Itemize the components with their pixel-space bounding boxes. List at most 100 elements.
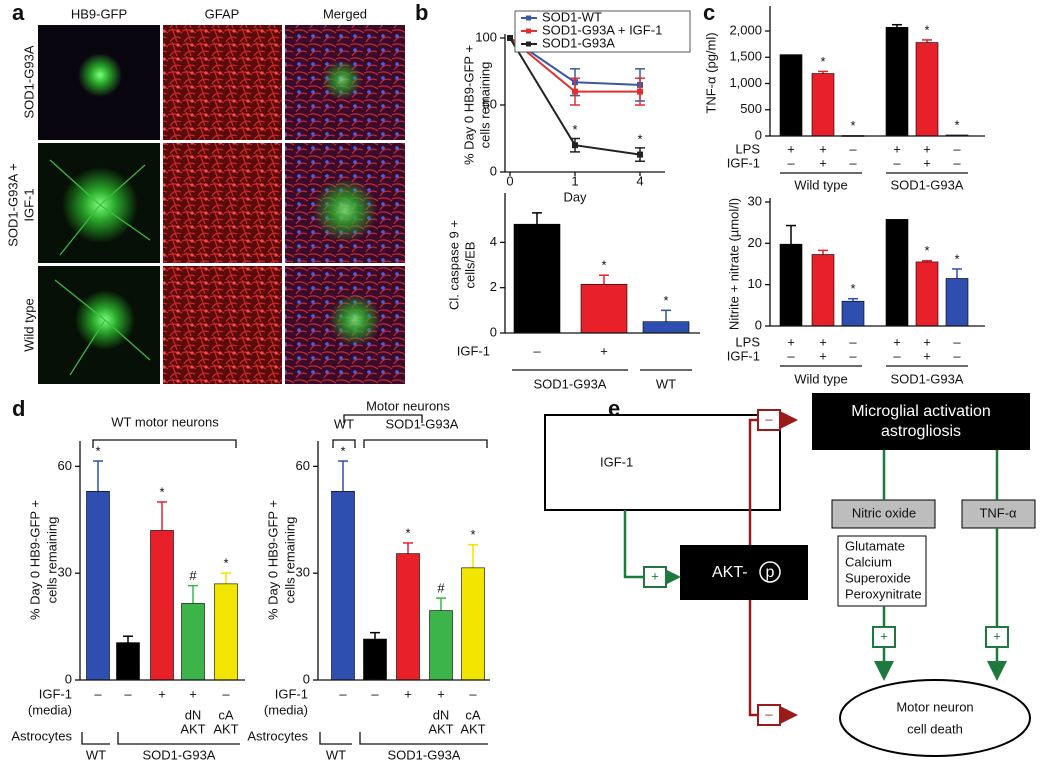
row-entry: cA [465,707,481,722]
bar [580,283,628,334]
row-entry: + [189,686,197,701]
y-axis-label: % Day 0 HB9-GFP + [27,500,42,620]
row-entry: + [819,141,827,156]
error-bar [952,268,962,279]
legend-marker [526,15,531,21]
row-entry: – [94,686,102,701]
bar [181,603,205,681]
row-entry: + [893,334,901,349]
annotation: * [572,122,577,137]
group-label: Wild type [794,177,847,192]
sign: – [765,706,773,721]
header-bracket [343,414,423,423]
row-label: Astrocytes [247,728,308,743]
row-label: LPS [735,141,760,156]
annotation: * [637,131,642,146]
y-tick-label: 500 [740,101,762,116]
error-bar [599,274,609,285]
row-entry: AKT [213,721,238,736]
row-label: LPS [735,334,760,349]
annotation: * [405,525,410,540]
error-bar [338,460,348,492]
legend-label: SOD1-WT [542,9,602,24]
y-tick-label: 20 [748,235,762,250]
error-bar [922,39,932,43]
row-label: SOD1-G93A + [5,163,20,246]
node-label: IGF-1 [600,454,633,469]
row-entry: cA [218,707,234,722]
y-tick-label: 60 [58,458,72,473]
bar [811,73,835,137]
y-axis-label: % Day 0 HB9-GFP + [265,500,280,620]
point [637,88,643,95]
row-entry: – [953,155,961,170]
legend-label: SOD1-G93A + IGF-1 [542,22,662,37]
y-tick-label: 30 [58,565,72,580]
header-bracket [92,439,237,448]
error-bar [188,584,198,604]
y-axis-label: Cl. caspase 9 + [446,220,461,310]
bar [86,490,110,681]
annotation: * [850,118,855,133]
y-tick-label: 60 [296,458,310,473]
row-entry: dN [185,707,202,722]
row-entry: + [158,686,166,701]
row-entry: + [787,141,795,156]
row-label: Astrocytes [11,728,72,743]
error-bar [157,501,167,531]
bar [116,642,140,681]
annotation: * [340,443,345,458]
y-tick-label: 10 [748,276,762,291]
row-label: (media) [28,702,72,717]
bar [915,261,939,327]
row-entry: + [819,334,827,349]
error-bar [370,631,380,640]
x-tick-label: 0 [506,173,513,188]
diagram-shapes [544,393,1036,757]
header-bracket [363,439,488,448]
y-tick-label: 1,000 [729,75,762,90]
annotation: * [924,243,929,258]
row-label: IGF-1 [727,155,760,170]
point [572,142,578,149]
sign: + [880,628,888,643]
y-axis-label: cells/EB [462,242,477,289]
bar [811,254,835,327]
sign: – [765,411,773,426]
y-axis-label: cells remaining [44,517,59,604]
row-entry: – [339,686,347,701]
annotation: * [924,22,929,37]
row-entry: – [849,334,857,349]
sign: + [651,568,659,583]
node-label: Motor neuron [896,699,973,714]
header-label: WT motor neurons [111,414,219,429]
bar [150,530,174,681]
point [507,35,513,41]
row-entry: AKT [460,721,485,736]
group-label: SOD1-G93A [891,177,964,192]
legend-box [514,10,691,53]
annotation: * [850,281,855,296]
error-bar [818,249,828,255]
row-label: IGF-1 [39,686,72,701]
error-bar [123,635,133,643]
annotation: * [820,54,825,69]
annotation: * [954,117,959,132]
x-tick-label: 1 [571,173,578,188]
annotation: # [189,568,197,583]
annotation: * [95,443,100,458]
row-entry: – [469,686,477,701]
y-tick-label: 0 [490,163,497,178]
annotation: * [159,484,164,499]
error-bar [786,224,796,245]
row-entry: – [953,334,961,349]
group-bracket [319,732,352,745]
y-tick-label: 30 [296,565,310,580]
node-label: Microglial activation [851,403,991,420]
annotation: * [223,556,228,571]
group-bracket [117,732,240,745]
y-tick-label: 2 [490,279,497,294]
bar [363,638,387,681]
row-label: Wild type [21,298,36,351]
group-label: SOD1-G93A [534,376,607,391]
